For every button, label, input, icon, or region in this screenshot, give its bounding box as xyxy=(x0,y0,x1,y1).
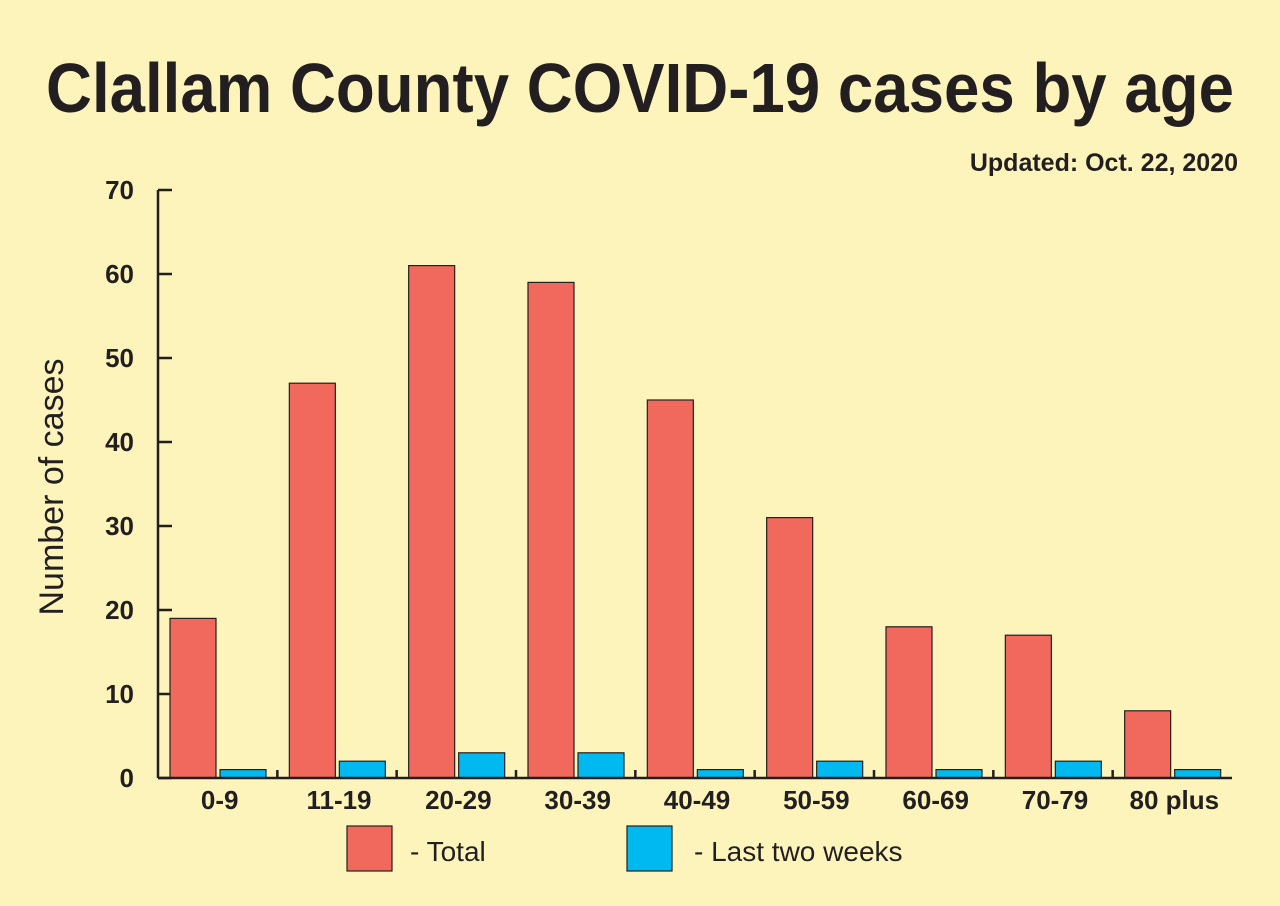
y-tick-label: 60 xyxy=(105,259,134,289)
y-tick-label: 30 xyxy=(105,511,134,541)
bar-total xyxy=(646,399,694,779)
bar-total xyxy=(885,626,933,779)
bar-total xyxy=(288,382,336,779)
x-tick-label: 60-69 xyxy=(902,785,969,815)
bar-total xyxy=(1004,634,1052,779)
y-tick-label: 40 xyxy=(105,427,134,457)
bar-last-two-weeks xyxy=(219,768,267,779)
bar-total xyxy=(766,516,814,779)
y-tick-label: 70 xyxy=(105,175,134,205)
bar-last-two-weeks xyxy=(338,760,386,779)
y-tick-label: 20 xyxy=(105,595,134,625)
bar-total xyxy=(408,265,456,779)
y-axis-label: Number of cases xyxy=(33,359,71,616)
x-tick-label: 20-29 xyxy=(425,785,492,815)
x-tick-label: 0-9 xyxy=(201,785,239,815)
y-tick-label: 10 xyxy=(105,679,134,709)
bar-total xyxy=(1124,710,1172,779)
chart-subtitle: Updated: Oct. 22, 2020 xyxy=(970,149,1238,177)
legend-swatch-last-two-weeks xyxy=(626,825,673,872)
x-tick-label: 70-79 xyxy=(1022,785,1089,815)
bar-last-two-weeks xyxy=(1174,768,1222,779)
bar-last-two-weeks xyxy=(458,752,506,779)
bar-last-two-weeks xyxy=(577,752,625,779)
bar-last-two-weeks xyxy=(816,760,864,779)
x-tick-label: 50-59 xyxy=(783,785,850,815)
x-tick-label: 80 plus xyxy=(1130,785,1220,815)
legend: - Total - Last two weeks xyxy=(346,825,903,872)
x-tick-label: 40-49 xyxy=(664,785,731,815)
bar-last-two-weeks xyxy=(935,768,983,779)
legend-label-total: - Total xyxy=(410,836,486,867)
legend-label-last-two-weeks: - Last two weeks xyxy=(694,836,903,867)
legend-swatch-total xyxy=(346,825,393,872)
bar-total xyxy=(527,281,575,779)
y-tick-label: 50 xyxy=(105,343,134,373)
x-tick-label: 11-19 xyxy=(306,785,371,815)
y-tick-label: 0 xyxy=(120,763,134,793)
x-tick-label: 30-39 xyxy=(544,785,611,815)
chart-title: Clallam County COVID-19 cases by age xyxy=(46,49,1234,127)
bar-last-two-weeks xyxy=(696,768,744,779)
bar-last-two-weeks xyxy=(1054,760,1102,779)
bar-total xyxy=(169,617,217,779)
